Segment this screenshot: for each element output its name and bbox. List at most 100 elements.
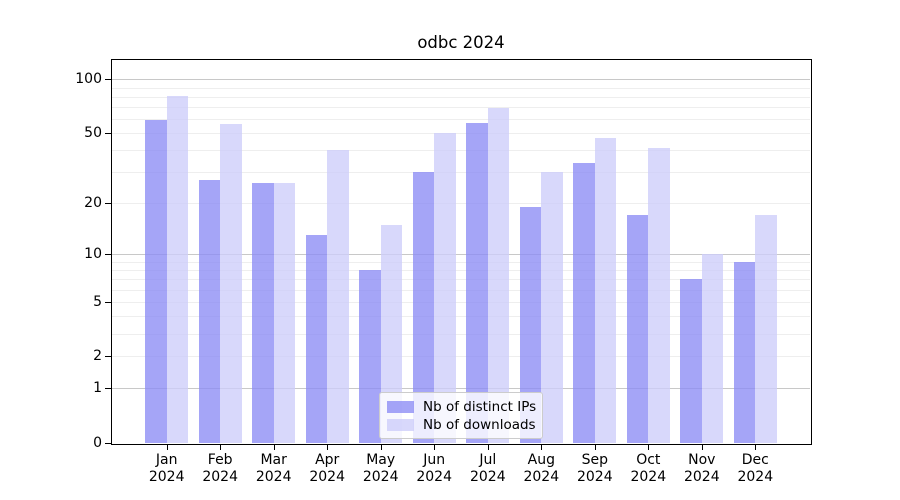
gridline-minor-8	[112, 269, 810, 271]
x-tick-year: 2024	[523, 468, 560, 485]
gridline-minor-80	[112, 96, 810, 98]
x-tick-month: Oct	[636, 452, 661, 468]
x-tick-label-feb: Feb 2024	[180, 452, 260, 485]
bar-ips-dec	[733, 261, 756, 443]
x-tick-month: Jul	[479, 452, 497, 468]
gridline-major-100	[112, 79, 810, 81]
x-tick-year: 2024	[416, 468, 452, 485]
bar-ips-apr	[305, 235, 328, 443]
legend-item-downloads: Nb of downloads	[387, 416, 536, 433]
x-tick-label-nov: Nov 2024	[662, 452, 742, 485]
x-tick-year: 2024	[148, 468, 185, 485]
bar-downloads-apr	[327, 150, 349, 443]
x-tick-label-jul: Jul 2024	[448, 452, 528, 485]
y-tick-label-1: 1	[93, 380, 102, 397]
gridline-minor-3	[112, 333, 810, 335]
bar-downloads-mar	[273, 183, 296, 443]
y-tick-mark-5	[105, 301, 111, 303]
x-tick-label-dec: Dec 2024	[715, 452, 795, 485]
gridline-minor-90	[112, 87, 810, 89]
legend-swatch-downloads	[387, 418, 414, 431]
x-tick-month: Jan	[155, 452, 178, 468]
bar-ips-jul	[466, 123, 488, 443]
x-tick-label-apr: Apr 2024	[287, 452, 367, 485]
x-tick-label-may: May 2024	[341, 452, 421, 485]
x-tick-year: 2024	[576, 468, 613, 485]
x-tick-label-oct: Oct 2024	[608, 452, 688, 485]
bar-ips-oct	[626, 215, 649, 443]
x-tick-mark-feb	[220, 444, 222, 450]
gridline-minor-6	[112, 289, 810, 291]
bar-ips-mar	[252, 183, 274, 443]
y-tick-mark-20	[105, 203, 111, 205]
gridline-minor-7	[112, 279, 810, 281]
bar-downloads-sep	[594, 137, 617, 443]
gridline-minor-40	[112, 150, 810, 152]
bar-downloads-jan	[166, 95, 189, 443]
legend-label-downloads: Nb of downloads	[423, 416, 536, 433]
bar-ips-feb	[198, 180, 221, 443]
legend-swatch-distinct-ips	[387, 400, 414, 413]
bar-downloads-oct	[648, 148, 670, 443]
x-tick-mark-mar	[273, 444, 275, 450]
y-tick-label-5: 5	[93, 293, 102, 310]
y-tick-label-10: 10	[84, 246, 102, 262]
x-tick-month: Dec	[741, 452, 769, 468]
y-tick-label-20: 20	[84, 195, 102, 212]
x-tick-year: 2024	[255, 468, 292, 485]
y-tick-label-50: 50	[84, 125, 102, 142]
x-tick-month: Nov	[688, 452, 716, 468]
x-tick-mark-jul	[487, 444, 489, 450]
bar-downloads-may	[380, 224, 403, 443]
gridline-minor-30	[112, 172, 810, 174]
x-tick-mark-jun	[434, 444, 436, 450]
x-tick-mark-oct	[648, 444, 650, 450]
x-tick-year: 2024	[630, 468, 667, 485]
bar-ips-nov	[680, 279, 702, 443]
bar-ips-sep	[573, 162, 595, 443]
x-tick-mark-aug	[541, 444, 543, 450]
chart-title: odbc 2024	[417, 33, 505, 52]
x-tick-mark-apr	[327, 444, 329, 450]
x-tick-month: May	[366, 452, 396, 468]
y-tick-label-0: 0	[93, 435, 102, 451]
x-tick-month: Jun	[423, 452, 446, 468]
x-tick-label-aug: Aug 2024	[501, 452, 581, 485]
x-tick-mark-nov	[701, 444, 703, 450]
legend-label-distinct-ips: Nb of distinct IPs	[423, 398, 537, 415]
x-tick-month: Mar	[260, 452, 287, 468]
bar-downloads-nov	[701, 254, 724, 443]
gridline-major-10	[112, 254, 810, 255]
x-tick-month: Feb	[207, 452, 233, 468]
gridline-minor-60	[112, 119, 810, 120]
gridline-minor-20	[112, 203, 810, 205]
bar-downloads-jun	[434, 133, 456, 443]
gridline-minor-50	[112, 133, 810, 135]
bar-downloads-aug	[541, 172, 563, 443]
x-tick-year: 2024	[683, 468, 720, 485]
bar-downloads-jul	[487, 108, 510, 443]
x-tick-label-jan: Jan 2024	[127, 452, 207, 485]
x-tick-mark-sep	[594, 444, 596, 450]
y-tick-mark-10	[105, 254, 111, 255]
x-tick-label-sep: Sep 2024	[555, 452, 635, 485]
y-tick-mark-2	[105, 356, 111, 358]
plot-area	[112, 60, 810, 443]
x-tick-year: 2024	[469, 468, 506, 485]
x-tick-mark-may	[380, 444, 382, 450]
x-tick-month: Aug	[527, 452, 555, 468]
bar-ips-aug	[519, 206, 542, 443]
legend: Nb of distinct IPs Nb of downloads	[379, 392, 543, 439]
bar-downloads-feb	[220, 124, 242, 443]
x-tick-label-mar: Mar 2024	[234, 452, 314, 485]
x-tick-label-jun: Jun 2024	[394, 452, 474, 485]
bar-ips-may	[359, 269, 381, 443]
x-tick-month: Sep	[581, 452, 608, 468]
x-tick-mark-jan	[166, 444, 168, 450]
x-tick-year: 2024	[309, 468, 345, 485]
x-tick-year: 2024	[737, 468, 774, 485]
x-tick-year: 2024	[202, 468, 238, 485]
x-tick-month: Apr	[315, 452, 340, 468]
gridline-minor-70	[112, 107, 810, 109]
